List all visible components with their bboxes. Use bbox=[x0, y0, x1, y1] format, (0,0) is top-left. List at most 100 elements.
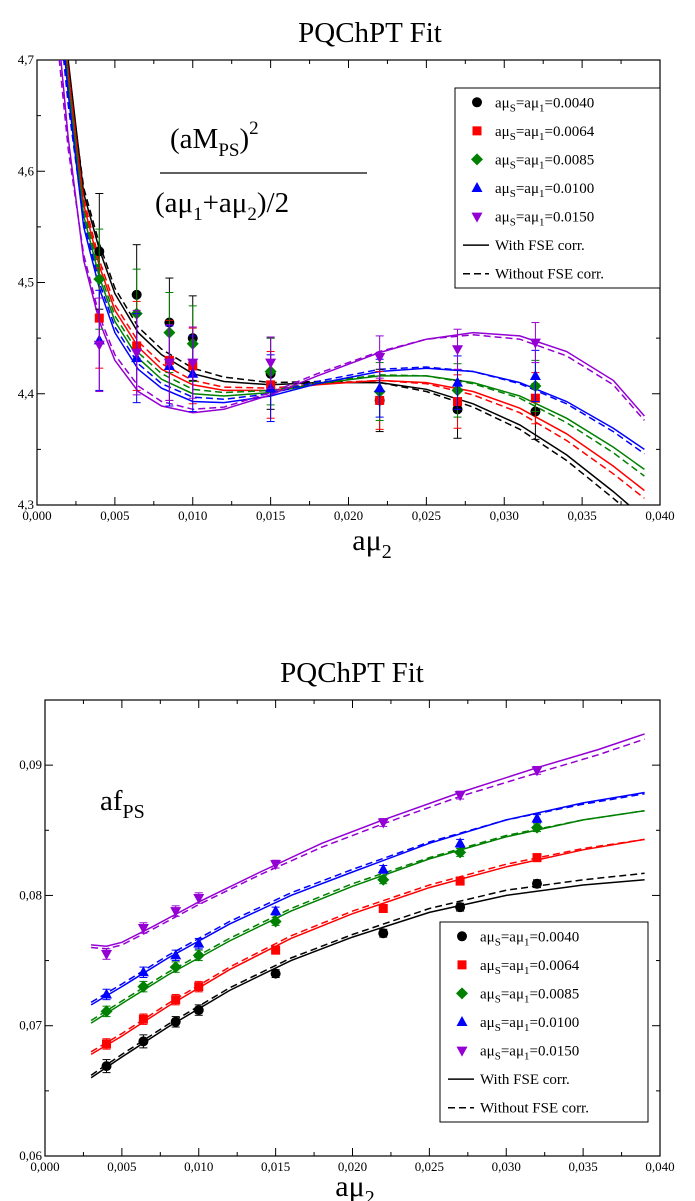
data-point-triangle-up bbox=[531, 812, 543, 823]
data-point-triangle-down bbox=[131, 348, 143, 359]
x-tick-label: 0,030 bbox=[490, 508, 519, 523]
fit-curve-solid bbox=[60, 60, 645, 417]
data-point-diamond bbox=[454, 846, 467, 859]
y-tick-label: 0,06 bbox=[19, 1148, 42, 1163]
y-tick-label: 0,09 bbox=[19, 757, 42, 772]
svg-text:(aMPS)2: (aMPS)2 bbox=[170, 118, 259, 161]
x-tick-label: 0,020 bbox=[334, 508, 363, 523]
legend-label: aμS=aμ1=0.0085 bbox=[480, 986, 579, 1005]
legend-label: aμS=aμ1=0.0150 bbox=[480, 1044, 579, 1063]
chart-1-annotation: (aMPS)2 (aμ1+aμ2)/2 bbox=[155, 118, 367, 225]
legend-label: Without FSE corr. bbox=[495, 267, 604, 283]
chart-2-x-ticks: 0,000 0,005 0,010 0,015 0,020 0,025 0,030 0,035… bbox=[30, 700, 675, 1174]
data-point-square bbox=[378, 903, 388, 913]
x-tick-label: 0,035 bbox=[569, 1159, 598, 1174]
x-tick-label: 0,040 bbox=[645, 508, 674, 523]
data-point-triangle-up bbox=[374, 382, 386, 393]
y-tick-label: 4,4 bbox=[18, 386, 35, 401]
fit-curve-solid bbox=[65, 60, 645, 471]
x-tick-label: 0,005 bbox=[107, 1159, 136, 1174]
chart-2-legend: aμS=aμ1=0.0040 aμS=aμ1=0.0064 aμS=aμ1=0.00… bbox=[439, 921, 649, 1123]
data-point-diamond bbox=[269, 915, 282, 928]
y-tick-label: 4,3 bbox=[18, 497, 34, 512]
legend-label: aμS=aμ1=0.0040 bbox=[480, 929, 579, 948]
data-point-square bbox=[171, 995, 181, 1005]
data-point-diamond bbox=[93, 273, 106, 286]
data-point-triangle-down bbox=[170, 907, 182, 918]
data-point-triangle-down bbox=[377, 818, 389, 829]
data-point-circle bbox=[101, 1061, 112, 1072]
x-tick-label: 0,010 bbox=[184, 1159, 213, 1174]
svg-text:(aμ1+aμ2)/2: (aμ1+aμ2)/2 bbox=[155, 187, 289, 225]
x-tick-label: 0,020 bbox=[338, 1159, 367, 1174]
y-tick-label: 0,08 bbox=[19, 887, 42, 902]
data-point-circle bbox=[193, 1005, 204, 1016]
data-point-triangle-up bbox=[270, 905, 282, 916]
data-point-triangle-down bbox=[193, 894, 205, 905]
x-tick-label: 0,025 bbox=[412, 508, 441, 523]
data-point-diamond bbox=[137, 980, 150, 993]
fit-curve-solid bbox=[91, 733, 645, 947]
legend-label: aμS=aμ1=0.0064 bbox=[495, 124, 595, 143]
data-point-diamond bbox=[531, 821, 543, 834]
fit-curve-dashed bbox=[91, 738, 645, 950]
data-point-triangle-down bbox=[454, 791, 466, 802]
chart-2-data-points bbox=[100, 765, 543, 1074]
legend-marker-diamond bbox=[471, 153, 483, 166]
data-point-square bbox=[271, 945, 281, 955]
data-point-diamond bbox=[169, 961, 182, 974]
data-point-triangle-down bbox=[529, 338, 541, 349]
fit-curve-dashed bbox=[65, 60, 645, 499]
data-point-circle bbox=[378, 928, 389, 939]
data-point-triangle-down bbox=[187, 358, 199, 369]
data-point-triangle-up bbox=[137, 966, 149, 977]
x-tick-label: 0,000 bbox=[22, 508, 51, 523]
data-point-circle bbox=[138, 1036, 149, 1047]
x-tick-label: 0,015 bbox=[256, 508, 285, 523]
y-tick-label: 4,6 bbox=[18, 163, 35, 178]
legend-label: aμS=aμ1=0.0100 bbox=[480, 1015, 579, 1034]
legend-marker-square bbox=[472, 126, 482, 136]
y-tick-label: 4,5 bbox=[18, 275, 34, 290]
x-tick-label: 0,035 bbox=[568, 508, 597, 523]
data-point-diamond bbox=[100, 1005, 113, 1018]
legend-box bbox=[454, 87, 661, 289]
legend-label: With FSE corr. bbox=[480, 1072, 570, 1088]
x-tick-label: 0,030 bbox=[492, 1159, 521, 1174]
legend-marker-square bbox=[457, 960, 467, 970]
y-tick-label: 0,07 bbox=[19, 1018, 42, 1033]
x-tick-label: 0,040 bbox=[645, 1159, 674, 1174]
data-point-circle bbox=[170, 1016, 181, 1027]
x-tick-label: 0,015 bbox=[261, 1159, 290, 1174]
y-tick-label: 4,7 bbox=[18, 52, 35, 67]
data-point-triangle-down bbox=[270, 860, 282, 871]
legend-label: aμS=aμ1=0.0064 bbox=[480, 958, 580, 977]
data-point-triangle-down bbox=[452, 345, 464, 356]
chart-2-x-axis-label: aμ2 bbox=[335, 1170, 374, 1201]
data-point-diamond bbox=[192, 949, 205, 962]
fit-curve-dashed bbox=[58, 60, 645, 421]
data-point-triangle-up bbox=[454, 837, 466, 848]
data-point-triangle-down bbox=[163, 358, 175, 369]
data-point-triangle-down bbox=[374, 353, 386, 364]
chart-1-data-points bbox=[93, 193, 542, 440]
data-point-triangle-up bbox=[101, 988, 112, 999]
legend-marker-triangle-up bbox=[456, 1016, 468, 1026]
chart-2-annotation: afPS bbox=[100, 785, 145, 823]
fit-curve-dashed bbox=[90, 809, 645, 1022]
data-point-square bbox=[102, 1039, 111, 1049]
legend-marker-circle bbox=[457, 931, 467, 942]
chart-decay-constant: PQChPT Fit 0,000 0,005 0,010 0,015 0,020 0,02… bbox=[19, 657, 674, 1201]
chart-2-title: PQChPT Fit bbox=[280, 657, 424, 689]
data-point-triangle-down bbox=[531, 766, 543, 777]
chart-2-y-ticks: 0,06 0,07 0,08 0,09 bbox=[19, 699, 660, 1163]
legend-label: aμS=aμ1=0.0040 bbox=[495, 95, 594, 114]
data-point-circle bbox=[455, 902, 466, 913]
data-point-square bbox=[194, 982, 204, 992]
legend-label: aμS=aμ1=0.0085 bbox=[495, 152, 594, 171]
data-point-square bbox=[138, 1014, 148, 1024]
data-point-square bbox=[532, 853, 542, 863]
x-tick-label: 0,010 bbox=[178, 508, 207, 523]
fit-curve-dashed bbox=[90, 838, 645, 1053]
